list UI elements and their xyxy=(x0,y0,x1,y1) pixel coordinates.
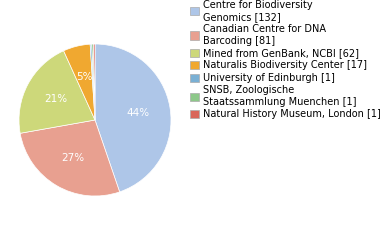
Wedge shape xyxy=(92,44,95,120)
Wedge shape xyxy=(20,120,120,196)
Wedge shape xyxy=(93,44,95,120)
Wedge shape xyxy=(19,51,95,133)
Wedge shape xyxy=(95,44,171,192)
Text: 5%: 5% xyxy=(76,72,93,82)
Text: 44%: 44% xyxy=(127,108,150,118)
Wedge shape xyxy=(63,44,95,120)
Legend: Centre for Biodiversity
Genomics [132], Canadian Centre for DNA
Barcoding [81], : Centre for Biodiversity Genomics [132], … xyxy=(190,0,380,119)
Text: 27%: 27% xyxy=(61,153,84,163)
Wedge shape xyxy=(90,44,95,120)
Text: 21%: 21% xyxy=(44,95,68,104)
